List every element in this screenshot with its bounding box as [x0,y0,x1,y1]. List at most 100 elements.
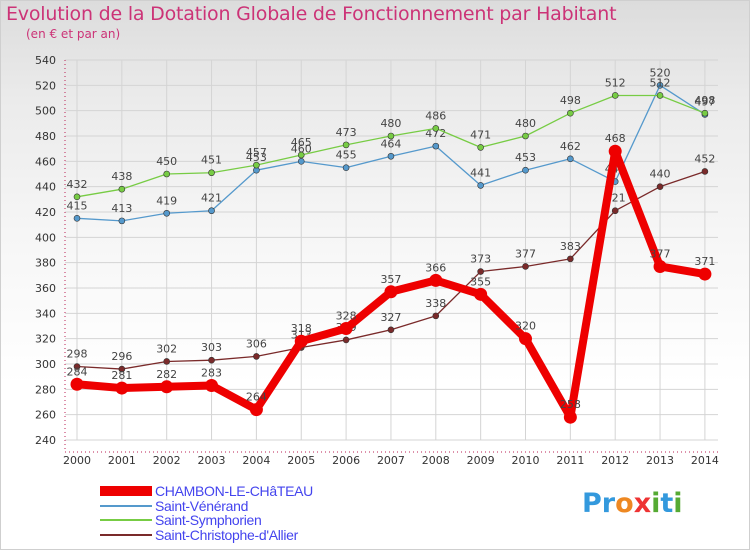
proxiti-logo: Proxiti [582,488,683,519]
data-point [70,377,84,391]
data-label: 438 [111,170,132,183]
data-label: 455 [336,149,357,162]
data-point [567,255,574,263]
data-point [474,287,488,301]
data-point [297,151,305,159]
data-point [163,170,170,178]
data-label: 460 [291,142,312,155]
data-point [342,336,350,344]
data-point [118,365,126,373]
legend-swatch [100,533,152,536]
data-label: 377 [650,247,671,260]
data-label: 473 [336,126,357,139]
data-label: 371 [694,255,715,268]
data-point [118,217,126,225]
x-tick-label: 2007 [377,454,405,467]
x-tick-label: 2003 [198,454,226,467]
data-point [205,379,219,393]
data-label: 282 [156,368,177,381]
x-tick-label: 2010 [512,454,540,467]
x-tick-label: 2002 [153,454,181,467]
data-point [384,285,398,299]
data-point [563,410,577,424]
data-point [477,182,484,189]
logo-letter: r [601,488,616,519]
y-tick-label: 460 [35,155,56,168]
data-point [522,166,529,174]
x-tick-label: 2006 [332,454,360,467]
x-tick-label: 2001 [108,454,136,467]
data-point [522,263,529,270]
data-point [656,92,664,99]
chart-title: Evolution de la Dotation Globale de Fonc… [6,3,617,25]
data-point [160,380,174,394]
y-tick-label: 500 [35,105,56,118]
data-label: 283 [201,367,222,380]
data-label: 441 [470,166,491,179]
data-label: 284 [67,365,88,378]
data-point [339,322,353,336]
legend-label: Saint-Symphorien [155,512,262,528]
data-label: 302 [156,342,177,355]
data-point [477,268,484,275]
data-label: 486 [425,109,446,122]
data-point [432,142,440,150]
data-point [698,267,712,281]
data-label: 298 [67,348,88,361]
data-label: 413 [111,202,132,215]
logo-letter: i [673,488,683,519]
x-tick-label: 2013 [646,454,674,467]
y-tick-label: 340 [35,307,56,320]
data-label: 303 [201,341,222,354]
data-label: 520 [650,66,671,79]
x-tick-label: 2009 [467,454,495,467]
data-label: 498 [694,94,715,107]
data-point [701,168,709,175]
data-label: 327 [380,311,401,324]
logo-letter: P [582,488,602,519]
data-point [522,132,529,140]
data-label: 497 [694,95,715,108]
data-label: 320 [515,320,536,333]
data-point [387,132,395,140]
x-tick-label: 2008 [422,454,450,467]
data-label: 468 [605,132,626,145]
data-point [294,334,308,348]
data-point [297,158,305,165]
data-label: 357 [380,273,401,286]
data-point [387,152,395,160]
data-point [73,215,81,222]
data-label: 452 [694,152,715,165]
data-point [208,169,215,177]
data-label: 383 [560,240,581,253]
x-tick-label: 2012 [601,454,629,467]
data-label: 471 [470,128,491,141]
data-point [567,155,574,163]
data-point [611,92,619,99]
data-label: 419 [156,194,177,207]
data-point [342,141,350,149]
data-point [163,209,170,217]
data-point [118,185,126,193]
legend-swatch [100,519,152,521]
data-point [115,381,129,395]
y-tick-label: 420 [35,206,56,219]
data-label: 281 [111,369,132,382]
y-tick-label: 520 [35,79,56,92]
data-point [608,144,622,158]
legend-swatch [100,504,152,507]
data-label: 453 [515,151,536,164]
logo-letter: i [651,488,661,519]
x-tick-label: 2011 [556,454,584,467]
data-point [429,273,443,287]
data-label: 306 [246,337,267,350]
data-point [163,358,170,365]
data-point [656,183,664,190]
y-tick-label: 400 [35,231,56,244]
data-label: 465 [291,136,312,149]
data-point [567,109,574,117]
x-tick-label: 2004 [242,454,270,467]
data-label: 462 [560,140,581,153]
y-tick-label: 240 [35,434,56,447]
